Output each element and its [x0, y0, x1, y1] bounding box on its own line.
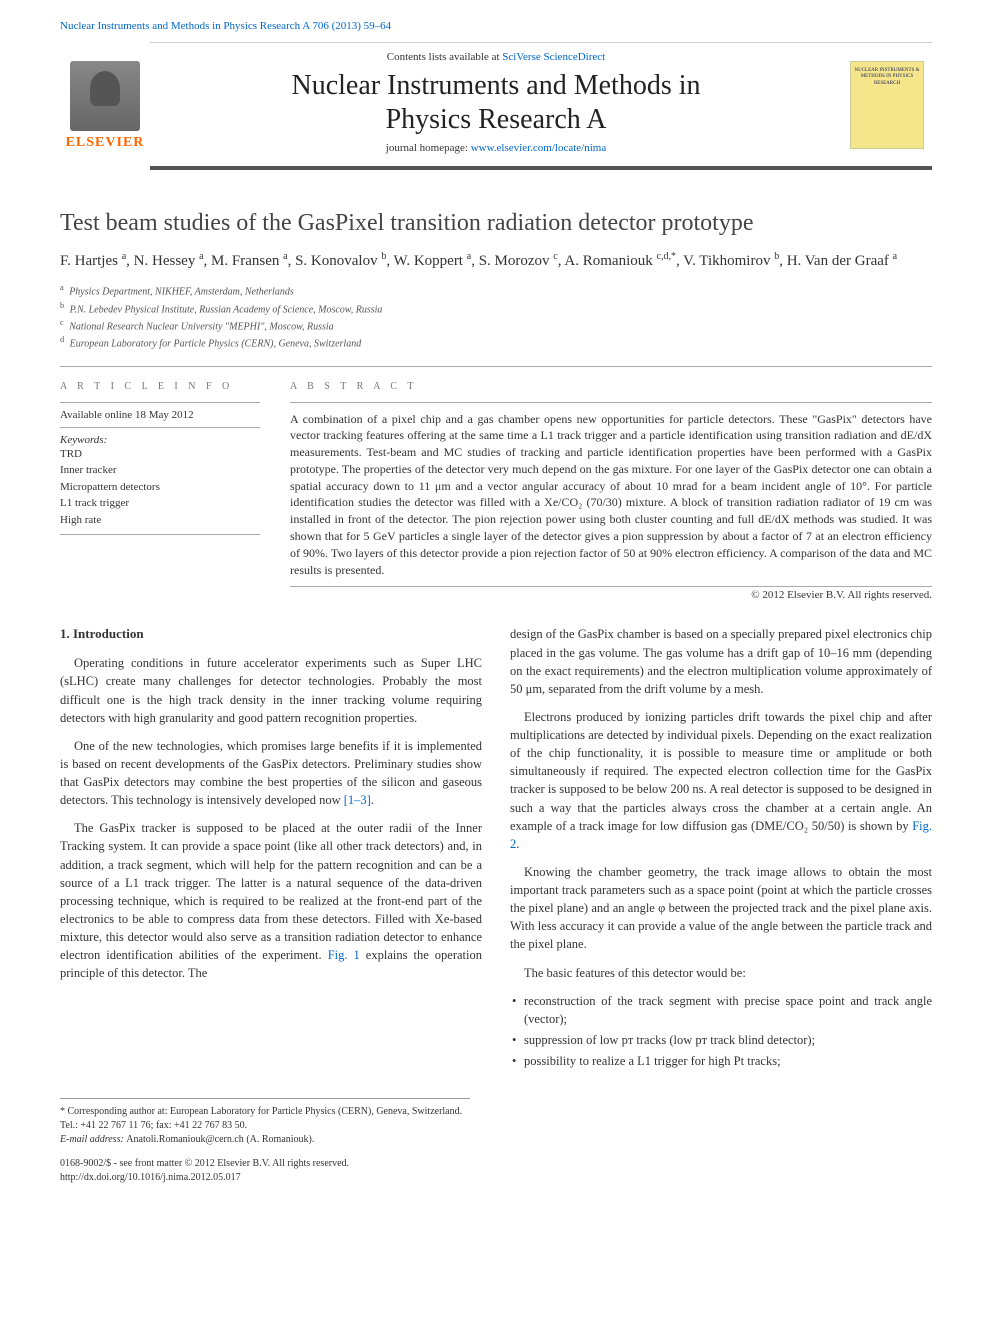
contents-available-line: Contents lists available at SciVerse Sci…: [150, 51, 842, 63]
masthead-center: Contents lists available at SciVerse Sci…: [150, 42, 842, 170]
doi-link[interactable]: http://dx.doi.org/10.1016/j.nima.2012.05…: [60, 1171, 932, 1185]
figure-link[interactable]: Fig. 1: [328, 948, 360, 962]
text-run: One of the new technologies, which promi…: [60, 739, 482, 807]
paragraph: Operating conditions in future accelerat…: [60, 654, 482, 727]
journal-name: Nuclear Instruments and Methods in Physi…: [150, 69, 842, 136]
citation-link[interactable]: [1–3]: [344, 793, 371, 807]
keyword: L1 track trigger: [60, 495, 260, 512]
paragraph: design of the GasPix chamber is based on…: [510, 625, 932, 698]
abstract-heading: a b s t r a c t: [290, 381, 932, 392]
masthead: ELSEVIER Contents lists available at Sci…: [0, 42, 992, 170]
affiliations: a Physics Department, NIKHEF, Amsterdam,…: [60, 282, 932, 351]
paragraph: The basic features of this detector woul…: [510, 964, 932, 982]
abstract-text: A combination of a pixel chip and a gas …: [290, 402, 932, 588]
journal-name-l1: Nuclear Instruments and Methods in: [291, 70, 700, 101]
paragraph: One of the new technologies, which promi…: [60, 737, 482, 810]
bullet-item: suppression of low pᴛ tracks (low pᴛ tra…: [510, 1031, 932, 1049]
footnotes: * Corresponding author at: European Labo…: [60, 1098, 470, 1147]
keyword: Micropattern detectors: [60, 479, 260, 496]
journal-name-l2: Physics Research A: [386, 104, 607, 135]
abstract-copyright: © 2012 Elsevier B.V. All rights reserved…: [290, 589, 932, 601]
body-columns: 1. Introduction Operating conditions in …: [60, 625, 932, 1080]
email-suffix: (A. Romaniouk).: [244, 1134, 315, 1145]
bullet-item: possibility to realize a L1 trigger for …: [510, 1052, 932, 1070]
email-link[interactable]: Anatoli.Romaniouk@cern.ch: [126, 1134, 244, 1145]
contents-prefix: Contents lists available at: [387, 51, 502, 63]
affiliation-line: d European Laboratory for Particle Physi…: [60, 334, 932, 351]
keyword: Inner tracker: [60, 462, 260, 479]
doi-block: 0168-9002/$ - see front matter © 2012 El…: [60, 1157, 932, 1185]
column-right: design of the GasPix chamber is based on…: [510, 625, 932, 1080]
keywords-list: TRDInner trackerMicropattern detectorsL1…: [60, 446, 260, 536]
elsevier-tree-icon: [70, 61, 140, 131]
journal-ref-link[interactable]: Nuclear Instruments and Methods in Physi…: [60, 20, 391, 32]
article-title: Test beam studies of the GasPixel transi…: [60, 210, 932, 237]
email-label: E-mail address:: [60, 1134, 126, 1145]
article-info-heading: a r t i c l e i n f o: [60, 381, 260, 392]
keywords-label: Keywords:: [60, 434, 260, 446]
keywords-block: Keywords: TRDInner trackerMicropattern d…: [60, 427, 260, 542]
affiliation-line: b P.N. Lebedev Physical Institute, Russi…: [60, 300, 932, 317]
info-abstract-row: a r t i c l e i n f o Available online 1…: [60, 366, 932, 602]
header-journal-ref: Nuclear Instruments and Methods in Physi…: [0, 0, 992, 42]
text-run: Electrons produced by ionizing particles…: [510, 710, 932, 833]
journal-cover: NUCLEAR INSTRUMENTS & METHODS IN PHYSICS…: [842, 42, 932, 170]
homepage-prefix: journal homepage:: [386, 142, 471, 154]
paragraph: Electrons produced by ionizing particles…: [510, 708, 932, 853]
corresponding-author: * Corresponding author at: European Labo…: [60, 1105, 470, 1133]
cover-thumbnail: NUCLEAR INSTRUMENTS & METHODS IN PHYSICS…: [850, 61, 924, 149]
bullet-item: reconstruction of the track segment with…: [510, 992, 932, 1028]
bullet-list: reconstruction of the track segment with…: [510, 992, 932, 1071]
email-line: E-mail address: Anatoli.Romaniouk@cern.c…: [60, 1133, 470, 1147]
section-heading: 1. Introduction: [60, 625, 482, 644]
text-run: .: [371, 793, 374, 807]
keyword: High rate: [60, 512, 260, 529]
paragraph: The GasPix tracker is supposed to be pla…: [60, 819, 482, 982]
authors: F. Hartjes a, N. Hessey a, M. Fransen a,…: [60, 251, 932, 270]
available-online: Available online 18 May 2012: [60, 402, 260, 427]
paragraph: Knowing the chamber geometry, the track …: [510, 863, 932, 954]
text-run: The GasPix tracker is supposed to be pla…: [60, 821, 482, 962]
front-matter-line: 0168-9002/$ - see front matter © 2012 El…: [60, 1157, 932, 1171]
sciencedirect-link[interactable]: SciVerse ScienceDirect: [502, 51, 605, 63]
elsevier-wordmark: ELSEVIER: [66, 135, 145, 151]
homepage-line: journal homepage: www.elsevier.com/locat…: [150, 142, 842, 154]
affiliation-line: c National Research Nuclear University "…: [60, 317, 932, 334]
elsevier-logo: ELSEVIER: [60, 42, 150, 170]
affiliation-line: a Physics Department, NIKHEF, Amsterdam,…: [60, 282, 932, 299]
abstract: a b s t r a c t A combination of a pixel…: [290, 381, 932, 602]
article-info: a r t i c l e i n f o Available online 1…: [60, 381, 260, 602]
text-run: .: [516, 837, 519, 851]
keyword: TRD: [60, 446, 260, 463]
column-left: 1. Introduction Operating conditions in …: [60, 625, 482, 1080]
homepage-link[interactable]: www.elsevier.com/locate/nima: [471, 142, 607, 154]
